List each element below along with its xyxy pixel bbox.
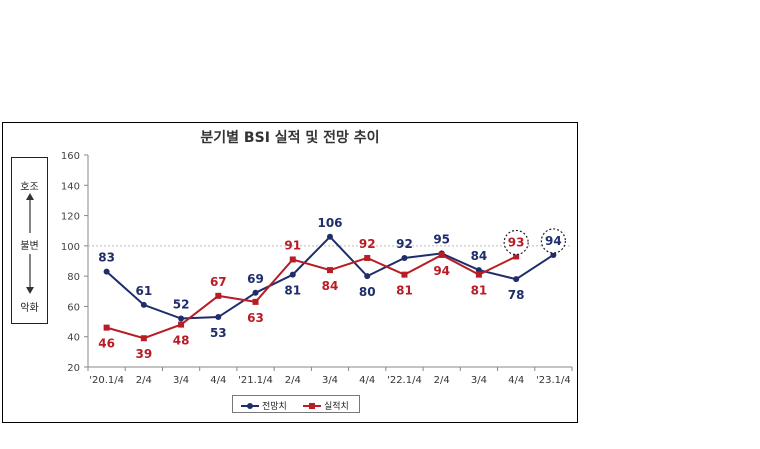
actual-data-label: 48 [173,334,190,348]
y-tick-label: 60 [67,302,80,313]
legend-item-actual: 실적치 [303,399,349,412]
x-tick-label: 4/4 [359,375,375,386]
forecast-data-label: 69 [247,272,264,286]
actual-data-label: 81 [471,284,488,298]
highlight-circle [503,229,529,256]
forecast-point [364,273,371,280]
chart-legend: 전망치 실적치 [232,395,360,413]
side-arrows [26,193,34,294]
forecast-point [327,233,333,240]
actual-data-label: 39 [135,347,152,361]
series-line-1 [106,253,517,340]
actual-data-label: 67 [210,275,227,289]
actual-data-label: 92 [359,237,376,251]
x-tick-label: '23.1/4 [536,375,571,386]
forecast-data-label: 53 [210,326,227,340]
circle-marker-icon [247,402,253,409]
actual-data-label: 91 [284,238,301,252]
y-tick-label: 160 [61,151,80,162]
side-label-middle: 불변 [20,241,39,252]
x-tick-label: 2/4 [136,375,152,386]
forecast-data-label: 84 [471,249,488,263]
x-tick-label: 3/4 [322,375,338,386]
forecast-data-label: 94 [545,234,562,248]
forecast-point [215,314,222,321]
y-tick-label: 100 [61,242,80,253]
actual-point [327,267,333,274]
x-tick-label: 4/4 [508,375,524,386]
forecast-data-label: 80 [359,285,376,299]
forecast-data-label: 95 [433,232,450,246]
arrow-down-icon [26,287,34,294]
x-tick-label: 3/4 [471,375,487,386]
y-tick-label: 140 [61,181,80,192]
highlight-circle [540,228,566,254]
side-scale-box: 호조 불변 악화 [11,157,48,324]
actual-point [215,292,222,299]
forecast-point [140,301,147,308]
actual-point [475,271,482,278]
forecast-data-label: 81 [284,284,301,298]
forecast-data-label: 83 [98,251,115,265]
x-tick-label: 2/4 [434,375,450,386]
actual-point [178,321,185,328]
forecast-data-label: 78 [508,288,525,302]
forecast-data-label: 61 [135,284,152,298]
x-tick-label: '20.1/4 [89,375,124,386]
actual-data-label: 81 [396,284,413,298]
arrow-up-icon [26,193,34,200]
actual-data-label: 84 [322,279,339,293]
x-tick-label: '21.1/4 [238,375,273,386]
y-tick-label: 120 [61,212,80,223]
square-marker-icon [309,402,315,409]
legend-item-forecast: 전망치 [241,399,287,412]
forecast-point [513,276,520,283]
x-tick-label: 2/4 [285,375,301,386]
forecast-data-label: 106 [317,216,342,230]
forecast-point [103,268,110,275]
actual-data-label: 94 [433,264,450,278]
x-tick-label: 3/4 [173,375,189,386]
y-tick-label: 40 [67,333,80,344]
x-tick-label: 4/4 [210,375,226,386]
x-tick-label: '22.1/4 [387,375,422,386]
legend-label-forecast: 전망치 [262,402,287,412]
y-tick-label: 80 [67,272,80,283]
legend-label-actual: 실적치 [324,402,349,412]
actual-point [438,251,445,258]
side-label-bottom: 악화 [20,303,39,314]
chart-title: 분기별 BSI 실적 및 전망 추이 [200,129,379,146]
actual-point [103,324,110,331]
actual-data-label: 93 [508,235,525,249]
forecast-point [289,271,296,278]
actual-point [289,256,296,263]
forecast-point [178,315,185,322]
forecast-point [401,254,408,261]
actual-point [252,298,259,305]
forecast-point [252,289,259,296]
actual-data-label: 46 [98,337,115,351]
actual-point [140,335,147,342]
forecast-data-label: 52 [173,298,190,312]
forecast-point [475,267,482,274]
actual-point [364,254,371,261]
actual-data-label: 63 [247,311,264,325]
actual-point [401,271,408,278]
forecast-data-label: 92 [396,237,413,251]
actual-point [513,253,520,260]
y-tick-label: 20 [67,363,80,374]
side-label-top: 호조 [20,182,39,193]
